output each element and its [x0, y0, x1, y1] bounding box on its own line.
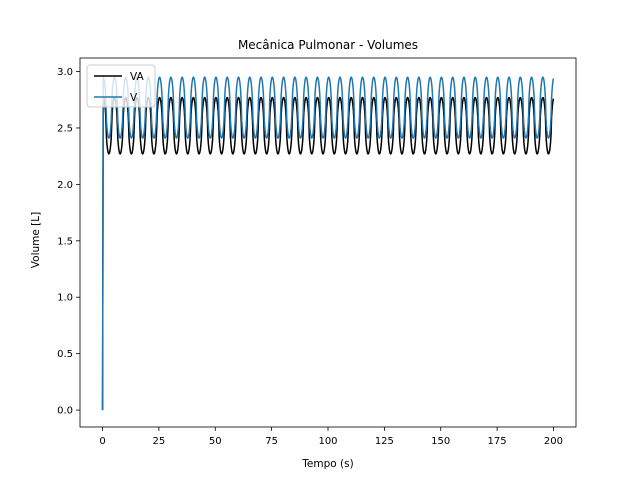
y-tick-label: 2.5 [57, 123, 73, 134]
x-tick-label: 175 [488, 436, 507, 447]
plot-area [101, 76, 555, 411]
legend: VA V [86, 64, 156, 108]
x-axis: 0 25 50 75 100 125 150 175 200 [99, 427, 563, 447]
y-tick-label: 0.0 [57, 406, 73, 417]
legend-label-va: VA [130, 71, 145, 83]
y-tick-label: 3.0 [57, 67, 73, 78]
legend-label-v: V [130, 92, 138, 104]
y-axis: 0.0 0.5 1.0 1.5 2.0 2.5 3.0 [57, 67, 80, 417]
y-tick-label: 2.0 [57, 180, 73, 191]
x-tick-label: 75 [265, 436, 278, 447]
y-tick-label: 0.5 [57, 349, 73, 360]
x-tick-label: 50 [209, 436, 222, 447]
x-tick-label: 150 [431, 436, 450, 447]
x-tick-label: 0 [99, 436, 105, 447]
x-axis-label: Tempo (s) [301, 458, 353, 470]
legend-frame [86, 64, 156, 108]
plot-frame [79, 57, 577, 428]
x-tick-label: 100 [318, 436, 337, 447]
x-tick-label: 200 [544, 436, 563, 447]
y-axis-label: Volume [L] [30, 212, 42, 268]
series-line-va [101, 96, 555, 411]
y-tick-label: 1.0 [57, 293, 73, 304]
x-tick-label: 125 [375, 436, 394, 447]
x-tick-label: 25 [153, 436, 166, 447]
y-tick-label: 1.5 [57, 236, 73, 247]
series-line-v [101, 76, 555, 411]
chart-title: Mecânica Pulmonar - Volumes [238, 38, 418, 52]
